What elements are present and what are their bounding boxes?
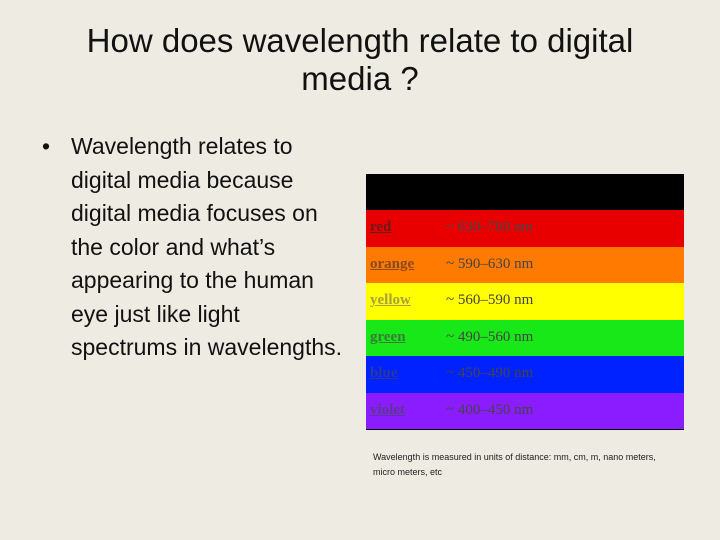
- bullet-item: • Wavelength relates to digital media be…: [42, 130, 352, 365]
- band-name: yellow: [370, 292, 411, 308]
- band-violet: violet ~ 400–450 nm: [366, 392, 684, 429]
- band-range: ~ 560–590 nm: [446, 292, 534, 308]
- image-caption: Wavelength is measured in units of dista…: [373, 452, 656, 477]
- band-orange: orange ~ 590–630 nm: [366, 246, 684, 283]
- band-range: ~ 490–560 nm: [446, 328, 534, 345]
- band-blue: blue ~ 450–490 nm: [366, 356, 684, 393]
- band-range: ~ 400–450 nm: [446, 401, 534, 418]
- band-green: green ~ 490–560 nm: [366, 319, 684, 356]
- band-range: ~ 590–630 nm: [446, 255, 534, 272]
- band-name: violet: [370, 401, 405, 418]
- band-yellow: yellow ~ 560–590 nm: [366, 283, 684, 320]
- spectrum-image: red ~ 630–700 nm orange ~ 590–630 nm yel…: [366, 174, 684, 430]
- bullet-marker: •: [42, 133, 51, 159]
- band-name: green: [370, 328, 406, 345]
- band-range: ~ 630–700 nm: [446, 219, 534, 235]
- band-range: ~ 450–490 nm: [446, 365, 534, 381]
- bullet-text: Wavelength relates to digital media beca…: [71, 133, 343, 360]
- slide-title: How does wavelength relate to digital me…: [86, 22, 634, 97]
- band-red: red ~ 630–700 nm: [366, 210, 684, 247]
- band-name: red: [370, 219, 392, 235]
- band-name: blue: [370, 365, 398, 381]
- band-name: orange: [370, 255, 415, 272]
